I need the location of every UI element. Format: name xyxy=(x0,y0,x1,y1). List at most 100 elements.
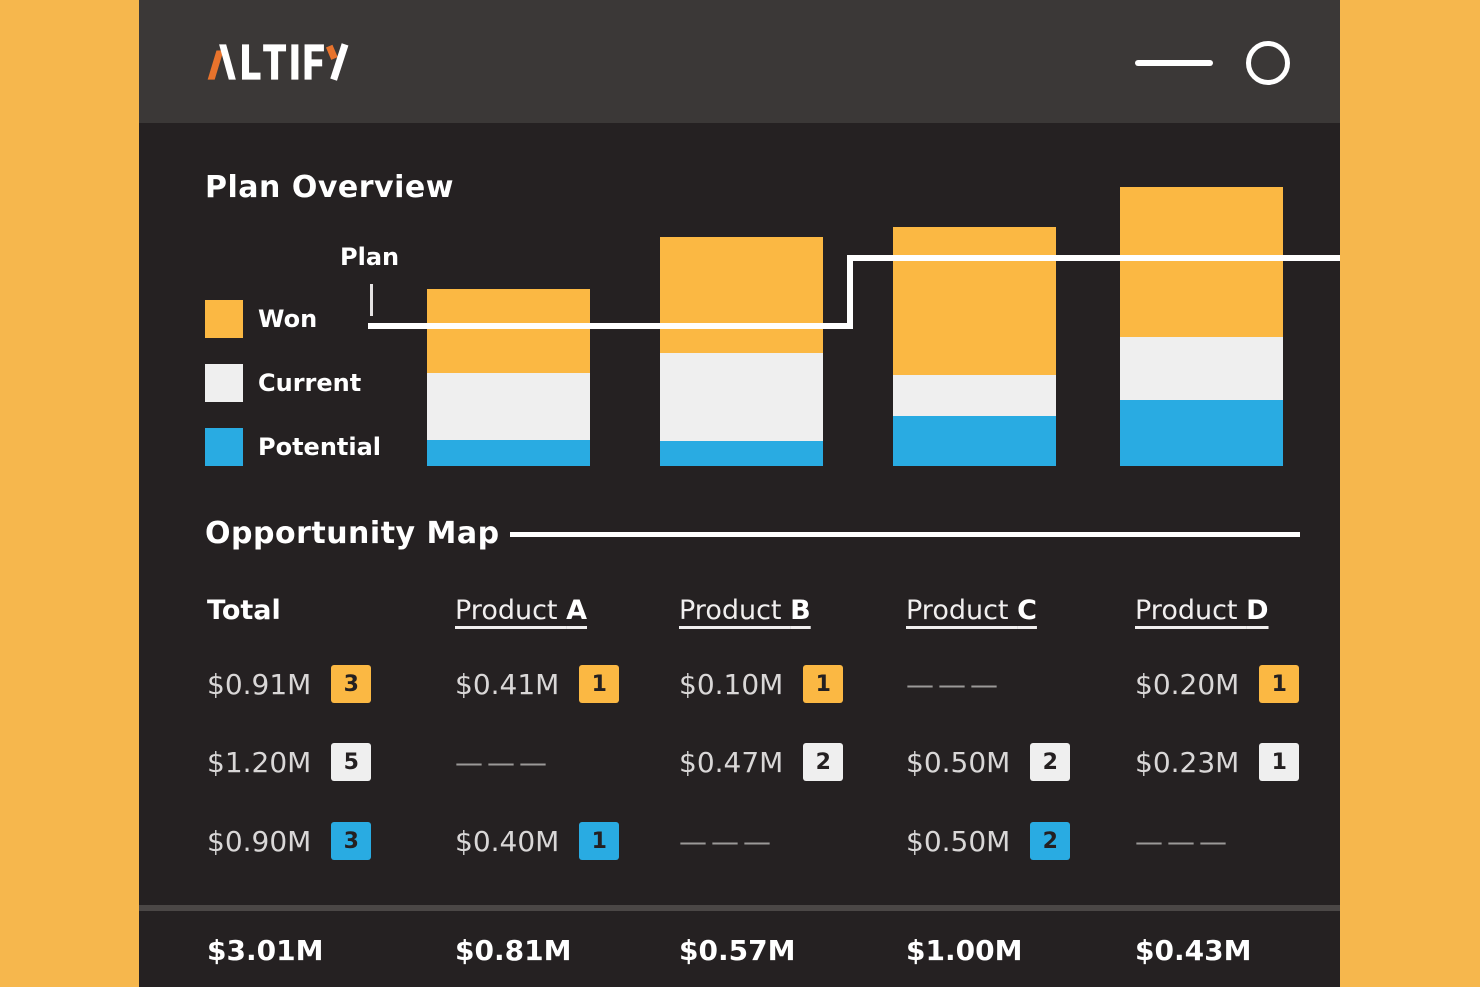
count-badge-potential: 3 xyxy=(331,822,372,860)
bar-segment-won xyxy=(427,289,590,373)
header-product-d[interactable]: Product D xyxy=(1135,595,1269,626)
empty-cell-dashes: ——— xyxy=(906,667,1002,701)
opportunity-cell: $0.90M 3 xyxy=(207,822,455,860)
opportunity-cell: ——— xyxy=(906,668,1135,701)
header-product-b-prefix: Product xyxy=(679,594,791,626)
potential-label: Potential xyxy=(258,433,382,461)
count-badge-potential: 1 xyxy=(579,822,620,860)
count-badge-potential: 2 xyxy=(1030,822,1071,860)
plan-target-line-step xyxy=(847,255,853,329)
header-product-b-letter: B xyxy=(790,594,811,626)
empty-cell-dashes: ——— xyxy=(1135,824,1231,858)
count-badge-current: 5 xyxy=(331,743,372,781)
current-swatch xyxy=(205,364,243,402)
product-b-sum: $0.57M xyxy=(679,933,796,967)
bar-segment-potential xyxy=(660,441,823,466)
opportunity-value: $0.50M xyxy=(906,824,1011,858)
potential-swatch xyxy=(205,428,243,466)
header-product-a-letter: A xyxy=(566,594,588,626)
plan-overview-title: Plan Overview xyxy=(205,170,454,205)
opportunity-cell: $0.41M 1 xyxy=(455,665,679,703)
bar-segment-current xyxy=(427,373,590,440)
stacked-bar-3 xyxy=(893,227,1056,466)
count-badge-won: 1 xyxy=(1259,665,1300,703)
opportunity-row-current: $1.20M 5 ——— $0.47M 2 $0.50M 2 $0.23M 1 xyxy=(207,733,1340,791)
header-total: Total xyxy=(207,594,281,626)
opportunity-cell: $0.91M 3 xyxy=(207,665,455,703)
won-swatch xyxy=(205,300,243,338)
opportunity-value: $0.41M xyxy=(455,667,560,701)
opportunity-cell: ——— xyxy=(455,746,679,779)
opportunity-value: $0.20M xyxy=(1135,667,1240,701)
empty-cell-dashes: ——— xyxy=(679,824,775,858)
opportunity-value: $0.23M xyxy=(1135,745,1240,779)
count-badge-won: 1 xyxy=(579,665,620,703)
opportunity-value: $0.10M xyxy=(679,667,784,701)
opportunity-map-headers: Total Product A Product B Product C Prod… xyxy=(207,585,1340,635)
plan-label-tick xyxy=(370,284,373,316)
stacked-bar-2 xyxy=(660,237,823,466)
stacked-bar-1 xyxy=(427,289,590,466)
totals-row: $3.01M $0.81M $0.57M $1.00M $0.43M xyxy=(207,920,1340,980)
count-badge-current: 1 xyxy=(1259,743,1300,781)
bar-segment-potential xyxy=(893,416,1056,466)
plan-line-label: Plan xyxy=(340,243,400,271)
opportunity-cell: $0.50M 2 xyxy=(906,822,1135,860)
opportunity-cell: ——— xyxy=(1135,825,1340,858)
header-product-c-prefix: Product xyxy=(906,594,1018,626)
header-product-c-letter: C xyxy=(1017,594,1037,626)
bar-segment-current xyxy=(1120,337,1283,400)
product-c-sum: $1.00M xyxy=(906,933,1023,967)
opportunity-map-rule xyxy=(510,532,1300,537)
bar-segment-won xyxy=(1120,187,1283,337)
opportunity-row-won: $0.91M 3 $0.41M 1 $0.10M 1 ——— $0.20M 1 xyxy=(207,655,1340,713)
opportunity-cell: $0.10M 1 xyxy=(679,665,906,703)
opportunity-cell: $0.47M 2 xyxy=(679,743,906,781)
bar-segment-current xyxy=(893,375,1056,416)
header-product-d-letter: D xyxy=(1246,594,1269,626)
product-a-sum: $0.81M xyxy=(455,933,572,967)
opportunity-value: $0.47M xyxy=(679,745,784,779)
header-product-a[interactable]: Product A xyxy=(455,595,587,626)
bar-segment-won xyxy=(660,237,823,353)
stacked-bar-4 xyxy=(1120,187,1283,466)
bar-segment-potential xyxy=(1120,400,1283,466)
opportunity-cell: $0.20M 1 xyxy=(1135,665,1340,703)
total-sum: $3.01M xyxy=(207,933,324,967)
count-badge-won: 1 xyxy=(803,665,844,703)
header-product-d-prefix: Product xyxy=(1135,594,1247,626)
altify-logo xyxy=(205,38,353,86)
bar-segment-potential xyxy=(427,440,590,466)
opportunity-value: $0.90M xyxy=(207,824,312,858)
product-d-sum: $0.43M xyxy=(1135,933,1252,967)
opportunity-value: $0.40M xyxy=(455,824,560,858)
header-product-c[interactable]: Product C xyxy=(906,595,1037,626)
header-product-b[interactable]: Product B xyxy=(679,595,811,626)
altify-logo-graphic xyxy=(207,43,349,81)
minimize-icon[interactable] xyxy=(1135,60,1213,66)
opportunity-cell: ——— xyxy=(679,825,906,858)
bar-segment-won xyxy=(893,227,1056,375)
plan-target-line-segment-2 xyxy=(847,255,1340,261)
opportunity-cell: $0.50M 2 xyxy=(906,743,1135,781)
count-badge-current: 2 xyxy=(803,743,844,781)
count-badge-current: 2 xyxy=(1030,743,1071,781)
footer-divider xyxy=(139,905,1340,911)
opportunity-map-title: Opportunity Map xyxy=(205,516,500,551)
count-badge-won: 3 xyxy=(331,665,372,703)
opportunity-row-potential: $0.90M 3 $0.40M 1 ——— $0.50M 2 ——— xyxy=(207,812,1340,870)
won-label: Won xyxy=(258,305,318,333)
bar-segment-current xyxy=(660,353,823,441)
opportunity-value: $0.50M xyxy=(906,745,1011,779)
plan-target-line-segment-1 xyxy=(368,323,853,329)
opportunity-value: $0.91M xyxy=(207,667,312,701)
current-label: Current xyxy=(258,369,362,397)
app-window: Plan Overview Plan Won Current Potential… xyxy=(139,0,1340,987)
opportunity-cell: $0.40M 1 xyxy=(455,822,679,860)
opportunity-cell: $1.20M 5 xyxy=(207,743,455,781)
circle-icon[interactable] xyxy=(1246,41,1290,85)
titlebar xyxy=(139,0,1340,123)
opportunity-value: $1.20M xyxy=(207,745,312,779)
opportunity-cell: $0.23M 1 xyxy=(1135,743,1340,781)
plan-overview-chart xyxy=(139,0,1340,480)
